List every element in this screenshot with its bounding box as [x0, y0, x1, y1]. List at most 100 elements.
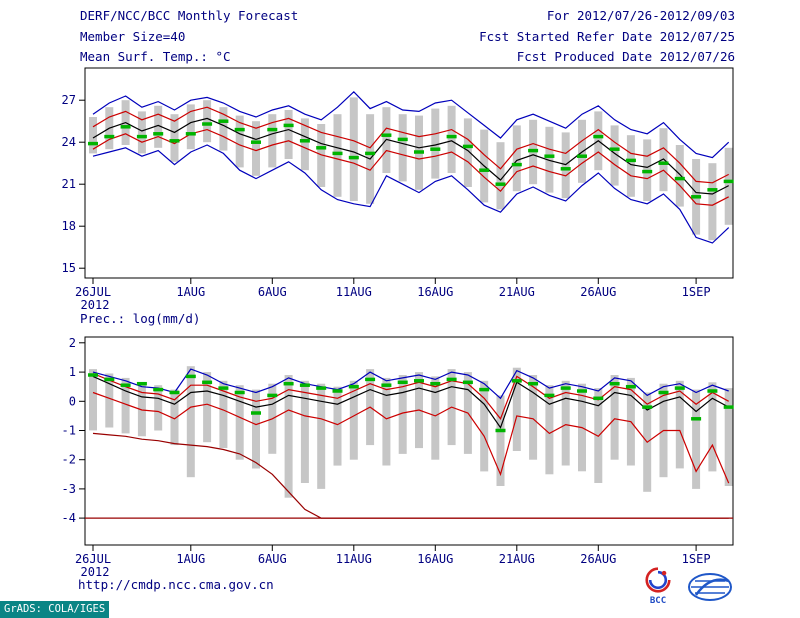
y-tick-label: 24	[62, 135, 76, 149]
ensemble-range-bar	[252, 121, 260, 176]
ensemble-range-bar	[300, 118, 309, 171]
plot-frame	[84, 67, 734, 279]
ensemble-range-bar	[382, 377, 391, 466]
y-tick-label: -1	[62, 424, 76, 438]
ensemble-range-bar	[219, 107, 228, 151]
bcc-logo: BCC	[641, 567, 675, 606]
member-size-label: Member Size=40	[80, 29, 186, 44]
ensemble-range-bar	[626, 135, 635, 197]
x-tick-label: 1SEP	[682, 285, 711, 299]
x-tick-label: 26JUL	[75, 552, 111, 566]
ensemble-range-bar	[561, 132, 570, 199]
y-tick-label: -3	[62, 482, 76, 496]
ensemble-range-bar	[545, 385, 554, 475]
y-tick-label: -2	[62, 453, 76, 467]
x-tick-label: 6AUG	[258, 552, 287, 566]
ensemble-range-bar	[349, 380, 358, 460]
ensemble-max-line	[92, 368, 729, 400]
year-label: 2012	[81, 565, 110, 579]
ensemble-range-bar	[252, 389, 260, 469]
lower-quartile-line	[92, 128, 729, 206]
y-tick-label: 15	[62, 261, 76, 275]
ensemble-mean-line	[92, 117, 729, 195]
ncc-logo-icon	[688, 573, 732, 601]
ensemble-range-bar	[137, 111, 146, 154]
ensemble-range-bar	[724, 388, 733, 486]
ensemble-range-bar	[708, 382, 717, 472]
page-title: DERF/NCC/BCC Monthly Forecast	[80, 8, 299, 23]
x-tick-label: 16AUG	[417, 285, 453, 299]
ensemble-range-bar	[333, 114, 342, 197]
ensemble-range-bar	[349, 97, 358, 201]
x-tick-label: 1AUG	[176, 552, 205, 566]
ensemble-range-bar	[105, 373, 114, 428]
ensemble-range-bar	[724, 147, 733, 225]
precipitation-chart: -4 -3 -2 -1 0 1 2 26JUL 1AUG 6AUG 11AUG 16AUG 21AUG 2…	[62, 336, 734, 579]
plot-frame	[84, 336, 734, 546]
x-tick-label: 11AUG	[336, 285, 372, 299]
ensemble-range-bar	[398, 375, 407, 454]
ensemble-range-bar	[480, 380, 489, 472]
ensemble-range-bar	[545, 126, 554, 193]
ensemble-range-bar	[431, 376, 440, 460]
ensemble-range-bar	[512, 125, 521, 192]
fcst-produced-date-label: Fcst Produced Date 2012/07/26	[516, 49, 735, 64]
ensemble-range-bar	[675, 145, 684, 207]
x-tick-label: 26AUG	[580, 552, 616, 566]
ensemble-range-bar	[447, 105, 456, 173]
ensemble-range-bar	[300, 380, 309, 483]
lower-quartile-line	[92, 391, 730, 484]
ensemble-range-bar	[203, 372, 212, 443]
ensemble-range-bar	[610, 125, 619, 186]
precip-panel-label: Prec.: log(mm/d)	[80, 311, 201, 326]
x-tick-label: 16AUG	[417, 552, 453, 566]
bcc-logo-icon	[645, 567, 671, 593]
ensemble-range-bar	[170, 389, 179, 446]
upper-quartile-line	[92, 106, 729, 184]
x-tick-label: 6AUG	[258, 285, 287, 299]
y-tick-label: 21	[62, 177, 76, 191]
ensemble-range-bar	[89, 117, 97, 154]
year-label: 2012	[81, 298, 110, 312]
ensemble-range-bar	[333, 386, 342, 466]
ensemble-range-bar	[610, 375, 619, 460]
ensemble-range-bar	[496, 142, 505, 210]
ensemble-range-bar	[496, 395, 505, 486]
ensemble-range-bar	[398, 114, 407, 182]
ensemble-range-bar	[235, 385, 244, 460]
ensemble-range-bar	[284, 110, 293, 159]
ensemble-range-bar	[219, 380, 228, 448]
ensemble-range-bar	[154, 385, 163, 431]
ensemble-range-bar	[317, 383, 326, 489]
x-tick-label: 21AUG	[499, 552, 535, 566]
x-tick-label: 26JUL	[75, 285, 111, 299]
temperature-chart: 15 18 21 24 27 26JUL 1AUG 6AUG 11AUG 16AUG 21AUG 26…	[62, 67, 734, 312]
y-tick-label: 2	[69, 336, 76, 350]
x-tick-label: 26AUG	[580, 285, 616, 299]
website-url: http://cmdp.ncc.cma.gov.cn	[78, 577, 274, 592]
ensemble-range-bar	[154, 105, 163, 148]
ensemble-range-bar	[89, 369, 97, 431]
bcc-logo-label: BCC	[649, 596, 667, 606]
ensemble-range-bar	[121, 377, 130, 434]
ensemble-range-bar	[431, 108, 440, 179]
x-tick-label: 1AUG	[176, 285, 205, 299]
ensemble-range-bar	[529, 375, 538, 460]
ensemble-range-bar	[235, 115, 244, 168]
ensemble-range-bar	[675, 380, 684, 469]
ensemble-range-bar	[692, 389, 701, 489]
ensemble-range-bar	[284, 375, 293, 498]
fcst-start-date-label: Fcst Started Refer Date 2012/07/25	[479, 29, 735, 44]
ncc-logo	[686, 572, 734, 606]
ensemble-range-bar	[708, 163, 717, 241]
ensemble-range-bar	[317, 124, 326, 187]
y-tick-label: -4	[62, 511, 76, 525]
ensemble-range-bar	[186, 104, 195, 150]
ensemble-min-line	[92, 144, 730, 244]
upper-quartile-line	[92, 372, 729, 420]
forecast-period-label: For 2012/07/26-2012/09/03	[546, 8, 735, 23]
ensemble-range-bar	[561, 380, 570, 466]
ensemble-range-bar	[268, 114, 277, 168]
